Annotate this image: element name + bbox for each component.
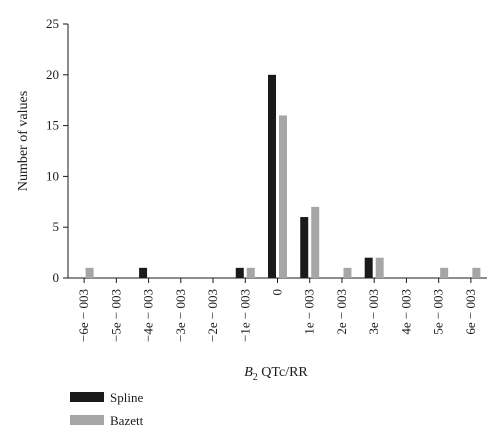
y-axis-title: Number of values xyxy=(16,91,31,191)
x-tick-label: −4e − 003 xyxy=(141,289,156,342)
x-axis-title-rest: QTc/RR xyxy=(258,365,309,380)
legend-swatch-bazett xyxy=(70,415,104,425)
bar-bazett xyxy=(472,267,481,278)
x-tick-label: 4e − 003 xyxy=(398,289,413,335)
x-axis-title: B2 QTc/RR xyxy=(244,365,308,383)
x-tick-label: 2e − 003 xyxy=(334,289,349,335)
bar-spline xyxy=(300,217,309,278)
x-tick-label: 1e − 003 xyxy=(302,289,317,335)
legend-swatch-spline xyxy=(70,392,104,402)
y-axis: 0 5 10 15 20 25 xyxy=(46,16,69,285)
bar-bazett xyxy=(311,206,320,278)
x-tick-label: −5e − 003 xyxy=(108,289,123,342)
y-tick-label: 25 xyxy=(46,16,59,31)
x-tick-label: 5e − 003 xyxy=(431,289,446,335)
x-tick-label: −1e − 003 xyxy=(237,289,252,342)
legend-label-bazett: Bazett xyxy=(110,413,144,428)
bar-spline xyxy=(139,267,148,278)
x-axis-title-symbol: B xyxy=(244,365,253,380)
bar-bazett xyxy=(246,267,255,278)
bar-spline xyxy=(364,257,373,278)
x-tick-label: 0 xyxy=(270,289,285,296)
x-tick-label: −6e − 003 xyxy=(76,289,91,342)
y-tick-label: 5 xyxy=(53,219,60,234)
x-tick-label: 6e − 003 xyxy=(463,289,478,335)
bar-bazett xyxy=(85,267,94,278)
legend: Spline Bazett xyxy=(70,390,144,428)
x-tick-label: 3e − 003 xyxy=(366,289,381,335)
x-axis: −6e − 003 −5e − 003 −4e − 003 −3e − 003 −2e … xyxy=(68,277,487,342)
bar-spline xyxy=(268,74,276,278)
x-tick-label: −2e − 003 xyxy=(205,289,220,342)
x-tick-label: −3e − 003 xyxy=(173,289,188,342)
bars xyxy=(85,74,481,278)
bar-bazett xyxy=(343,267,352,278)
y-tick-label: 20 xyxy=(46,67,59,82)
legend-label-spline: Spline xyxy=(110,390,143,405)
bar-bazett xyxy=(440,267,449,278)
bar-spline xyxy=(235,267,244,278)
y-tick-label: 0 xyxy=(53,270,60,285)
y-tick-label: 10 xyxy=(46,168,59,183)
bar-bazett xyxy=(375,257,384,278)
bar-bazett xyxy=(279,115,287,278)
y-tick-label: 15 xyxy=(46,118,59,133)
x-axis-title-subscript: 2 xyxy=(253,372,258,383)
